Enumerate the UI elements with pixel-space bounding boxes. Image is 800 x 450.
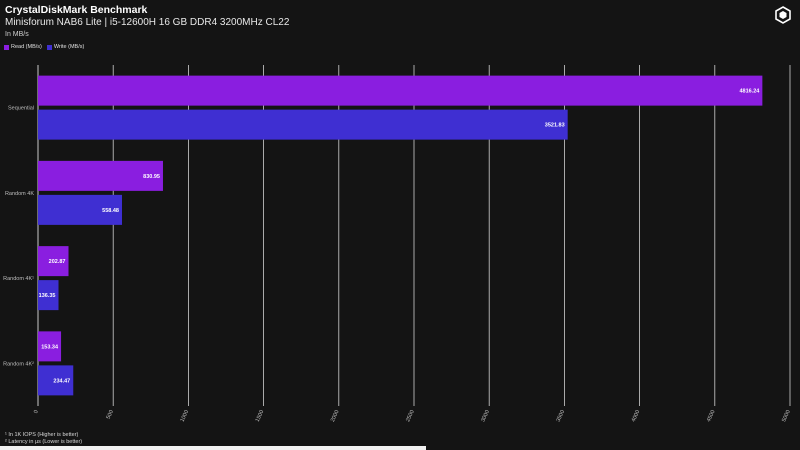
legend-label-read: Read (MB/s) [11,44,42,50]
x-tick-label: 500 [106,409,115,420]
data-label-read: 4816.24 [739,89,760,95]
footnote-iops: ¹ In 1K IOPS (Higher is better) [5,432,79,438]
unit-label: In MB/s [5,31,29,38]
data-label-read: 153.34 [41,344,59,350]
data-label-write: 136.35 [39,293,56,299]
x-tick-label: 2000 [330,409,341,423]
category-label: Random 4K [5,191,34,197]
legend-swatch-write [46,44,52,50]
bar-read [38,331,62,362]
footnote-latency: ² Latency in µs (Lower is better) [5,439,83,445]
x-tick-label: 4500 [706,409,717,423]
x-tick-label: 1500 [255,409,266,423]
data-label-write: 3521.83 [545,123,565,129]
bar-read [38,246,69,277]
category-label: Sequential [8,106,34,112]
x-tick-label: 3500 [556,409,567,423]
legend-item-read: Read (MB/s) [4,44,42,50]
x-tick-label: 0 [33,409,40,414]
hexagon-logo-icon [775,6,791,24]
x-tick-label: 4000 [631,409,642,423]
chart-title: CrystalDiskMark Benchmark [5,4,148,16]
legend-item-write: Write (MB/s) [46,44,85,50]
legend-swatch-read [4,44,9,50]
bar-read [38,75,763,106]
bar-write [38,194,122,225]
x-tick-label: 5000 [781,409,792,423]
bar-write [38,365,74,396]
data-label-read: 830.95 [143,174,160,180]
x-tick-label: 2500 [405,409,416,423]
bar-write [38,280,59,311]
bar-read [38,160,163,191]
bar-write [38,109,568,140]
legend-label-write: Write (MB/s) [53,44,85,50]
data-label-write: 234.47 [53,378,70,384]
data-label-write: 558.48 [102,208,119,214]
x-tick-label: 1000 [180,409,191,423]
data-label-read: 202.87 [49,259,66,265]
chart-legend: Read (MB/s) Write (MB/s) [4,44,84,50]
category-label: Random 4K¹ [3,276,34,282]
x-tick-label: 3000 [480,409,491,423]
category-label: Random 4K² [3,361,34,367]
footnotes: ¹ In 1K IOPS (Higher is better) ² Latenc… [5,432,82,446]
chart-subtitle: Minisforum NAB6 Lite | i5-12600H 16 GB D… [5,17,290,28]
horizontal-scrollbar[interactable] [0,446,426,450]
